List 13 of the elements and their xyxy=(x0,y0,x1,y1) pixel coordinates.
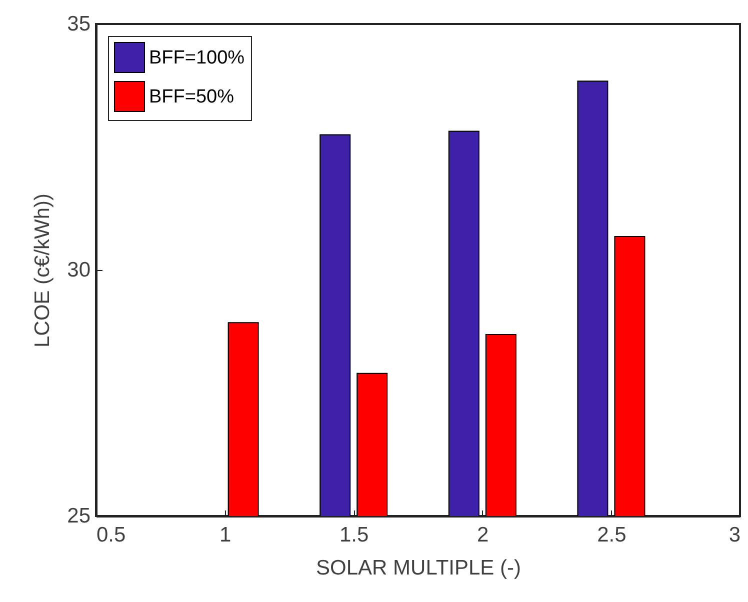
y-tick-label: 25 xyxy=(67,504,90,528)
legend-label: BFF=50% xyxy=(149,86,234,108)
x-tick-label: 1.5 xyxy=(340,524,369,546)
x-tick-label: 0.5 xyxy=(96,524,126,546)
x-tick-label: 3 xyxy=(728,524,740,546)
x-axis-title: SOLAR MULTIPLE (-) xyxy=(316,556,521,580)
x-tick-label: 2 xyxy=(477,524,489,546)
x-tick-label: 1 xyxy=(219,524,232,546)
y-axis-title: LCOE (c€/kWh)) xyxy=(31,193,54,348)
y-tick-label: 30 xyxy=(67,258,90,282)
x-tick-label: 2.5 xyxy=(597,524,626,546)
y-tick-label: 35 xyxy=(67,12,90,36)
legend-label: BFF=100% xyxy=(149,48,245,68)
